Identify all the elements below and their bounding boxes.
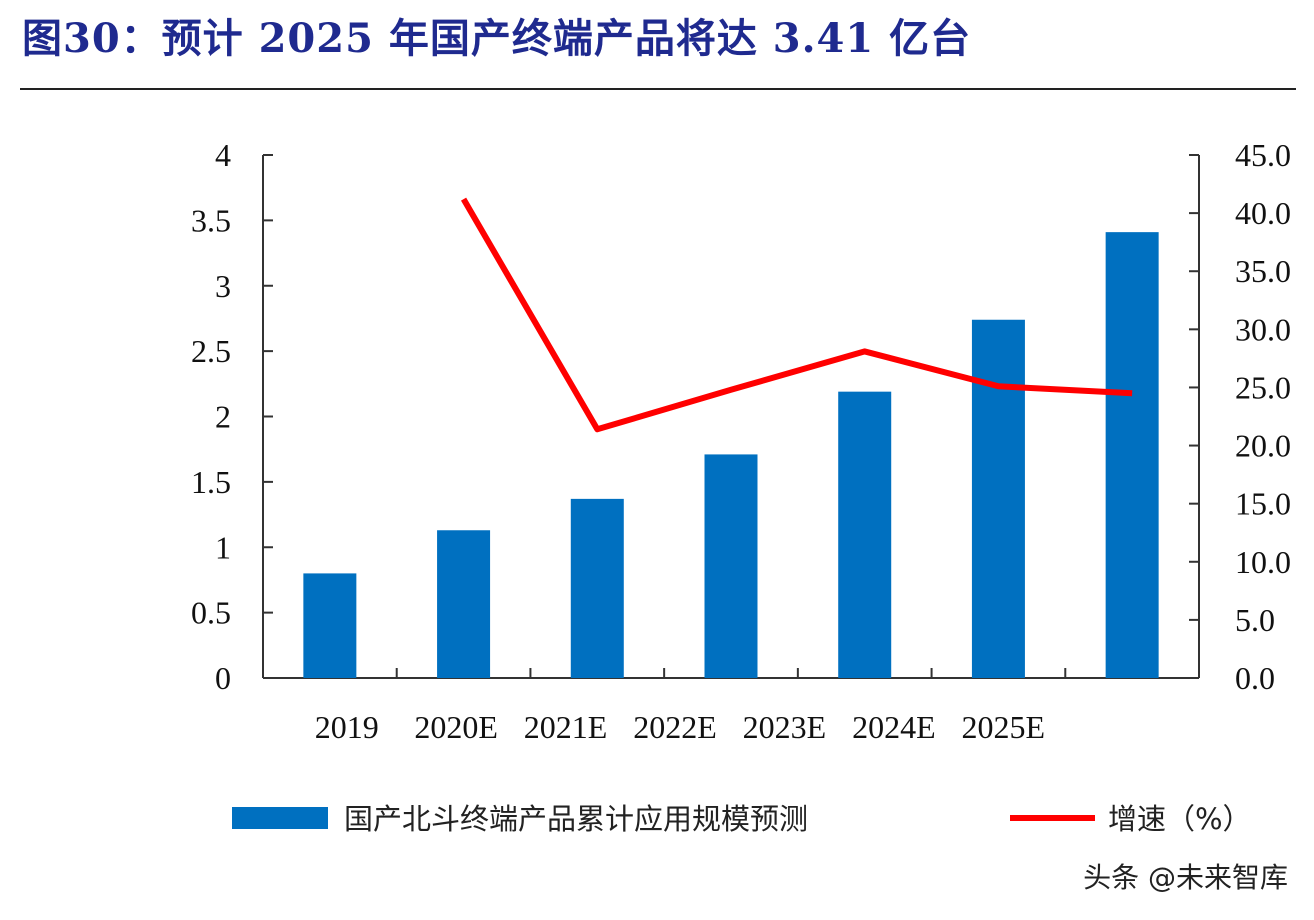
legend-line-label: 增速（%） (1108, 802, 1252, 836)
legend-bar-label: 国产北斗终端产品累计应用规模预测 (344, 802, 808, 836)
right-tick-label: 40.0 (1235, 195, 1291, 231)
x-category-label: 2025E (962, 709, 1046, 745)
x-category-label: 2023E (743, 709, 827, 745)
right-tick-label: 25.0 (1235, 369, 1291, 405)
x-category-label: 2020E (414, 709, 498, 745)
bar (971, 319, 1025, 678)
bar (1105, 232, 1159, 678)
watermark: 头条 @未来智库 (1083, 861, 1288, 894)
right-tick-label: 5.0 (1235, 602, 1275, 638)
bar (704, 454, 758, 678)
x-category-label: 2019 (315, 709, 379, 745)
left-tick-label: 1 (215, 529, 231, 565)
figure-title: 图30：预计 2025 年国产终端产品将达 3.41 亿台 (22, 15, 972, 62)
x-category-label: 2024E (852, 709, 936, 745)
left-tick-label: 1.5 (191, 464, 231, 500)
bar (303, 573, 357, 678)
right-tick-label: 30.0 (1235, 311, 1291, 347)
growth-line (460, 197, 1133, 433)
legend-bar-swatch (232, 807, 328, 829)
x-category-label: 2021E (524, 709, 608, 745)
right-tick-label: 20.0 (1235, 428, 1291, 464)
right-tick-label: 15.0 (1235, 486, 1291, 522)
bar (570, 498, 624, 678)
title-divider (20, 88, 1296, 90)
left-tick-label: 0.5 (191, 595, 231, 631)
left-tick-label: 0 (215, 660, 231, 696)
x-category-label: 2022E (633, 709, 717, 745)
bar (838, 391, 892, 678)
left-tick-label: 3 (215, 268, 231, 304)
bar (437, 530, 491, 678)
right-tick-label: 45.0 (1235, 137, 1291, 173)
right-tick-label: 10.0 (1235, 544, 1291, 580)
right-tick-label: 35.0 (1235, 253, 1291, 289)
right-tick-label: 0.0 (1235, 660, 1275, 696)
left-tick-label: 2.5 (191, 333, 231, 369)
left-tick-label: 4 (215, 137, 231, 173)
left-tick-label: 3.5 (191, 202, 231, 238)
left-tick-label: 2 (215, 399, 231, 435)
